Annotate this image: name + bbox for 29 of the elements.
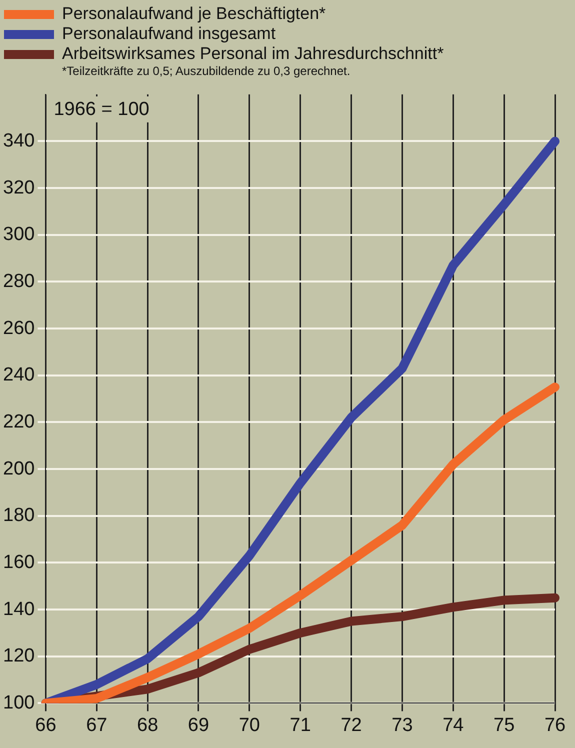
x-tick-label: 71 xyxy=(290,714,311,736)
annotation: 1966 = 100 xyxy=(54,99,150,120)
x-tick-label: 76 xyxy=(544,714,566,736)
legend-label: Arbeitswirksames Personal im Jahresdurchschnitt* xyxy=(62,44,444,64)
x-tick-label: 74 xyxy=(442,714,464,736)
y-tick-label: 220 xyxy=(3,411,35,432)
y-tick-label: 240 xyxy=(3,364,35,386)
legend-label: Personalaufwand je Beschäftigten* xyxy=(62,4,326,24)
y-tick-label: 140 xyxy=(3,598,35,620)
x-tick-label: 72 xyxy=(340,714,362,736)
x-tick-label: 68 xyxy=(136,714,158,736)
y-tick-label: 120 xyxy=(3,646,35,667)
x-tick-label: 75 xyxy=(494,714,515,736)
y-tick-label: 160 xyxy=(3,552,35,573)
y-tick-label: 280 xyxy=(3,270,35,292)
x-tick-label: 69 xyxy=(188,714,210,736)
x-tick-label: 67 xyxy=(86,714,108,736)
y-tick-label: 260 xyxy=(3,318,35,339)
text: *Teilzeitkräfte zu 0,5; Auszubildende zu 0,3 gerechnet. xyxy=(62,64,352,78)
x-tick-label: 73 xyxy=(392,714,413,736)
x-tick-label: 66 xyxy=(35,714,56,736)
y-tick-label: 100 xyxy=(3,692,35,714)
y-tick-label: 180 xyxy=(3,505,35,526)
legend-label: Personalaufwand insgesamt xyxy=(62,24,276,44)
y-tick-label: 300 xyxy=(3,224,35,246)
y-tick-label: 340 xyxy=(3,130,35,152)
y-tick-label: 320 xyxy=(3,177,35,198)
y-tick-label: 200 xyxy=(3,458,35,480)
x-tick-label: 70 xyxy=(238,714,260,736)
